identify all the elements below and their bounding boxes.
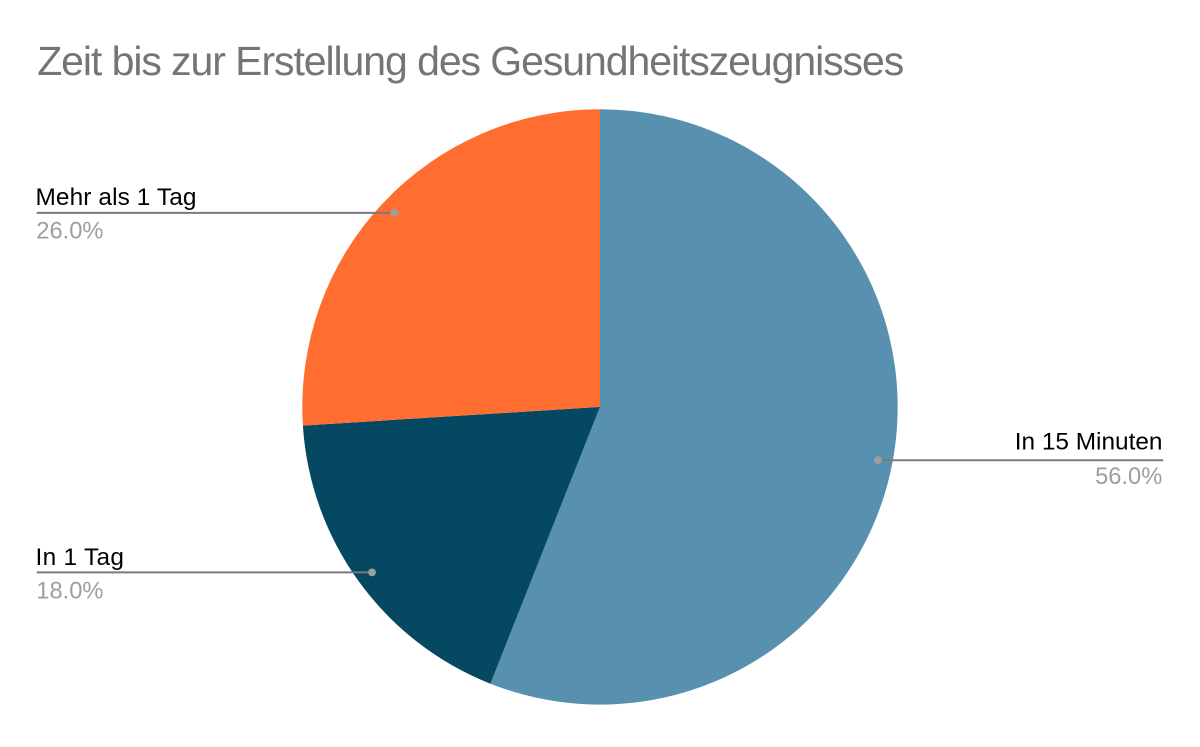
svg-text:Mehr als 1 Tag: Mehr als 1 Tag bbox=[36, 184, 197, 211]
svg-text:26.0%: 26.0% bbox=[36, 218, 103, 244]
svg-text:18.0%: 18.0% bbox=[36, 579, 103, 605]
svg-text:In 15 Minuten: In 15 Minuten bbox=[1015, 429, 1163, 456]
svg-text:Zeit bis zur Erstellung des Ge: Zeit bis zur Erstellung des Gesundheitsz… bbox=[37, 38, 904, 84]
svg-text:56.0%: 56.0% bbox=[1095, 464, 1162, 490]
svg-text:In 1 Tag: In 1 Tag bbox=[36, 544, 125, 571]
